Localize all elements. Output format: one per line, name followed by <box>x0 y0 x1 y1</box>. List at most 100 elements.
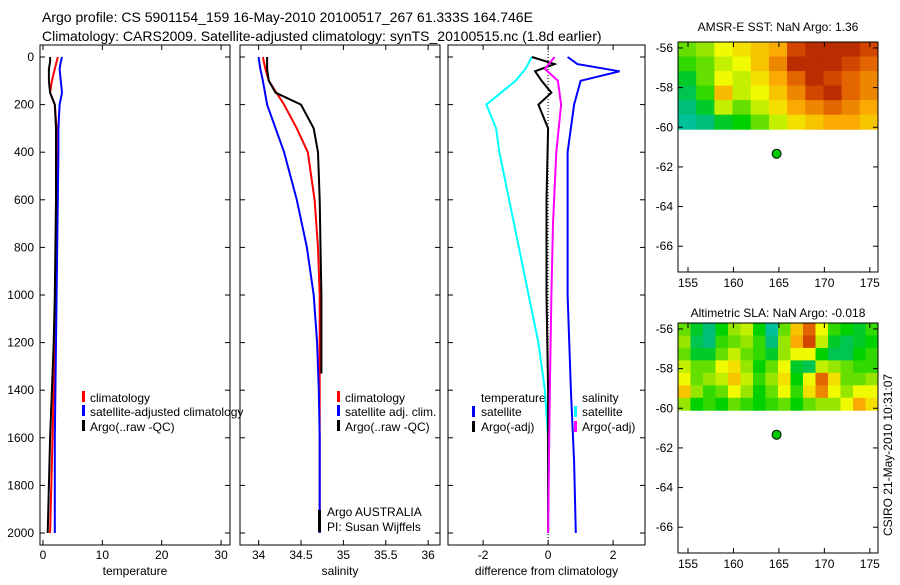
heatmap-cell <box>787 42 806 58</box>
heatmap-cell <box>828 360 841 374</box>
heatmap-cell <box>678 114 697 130</box>
y-tick-label: -66 <box>656 239 674 253</box>
heatmap-cell <box>714 71 734 87</box>
heatmap-cell <box>803 360 816 374</box>
heatmap-cell <box>703 397 716 411</box>
heatmap-cell <box>853 360 866 374</box>
heatmap-cell <box>778 323 791 336</box>
heatmap-cell <box>696 100 715 116</box>
heatmap-cell <box>714 42 734 58</box>
heatmap-cell <box>765 335 779 349</box>
legend-label: Argo(..raw -QC) <box>345 420 430 434</box>
heatmap-cell <box>840 372 854 386</box>
heatmap-cell <box>805 42 824 58</box>
legend-label: Argo(-adj) <box>481 420 534 434</box>
heatmap-cell <box>841 56 861 72</box>
heatmap-cell <box>803 347 816 361</box>
heatmap-cell <box>790 385 804 399</box>
legend-swatch-climatology <box>82 391 85 402</box>
heatmap-cell <box>840 385 854 399</box>
legend-label: satellite adj. clim. <box>345 405 436 419</box>
heatmap-cell <box>853 372 866 386</box>
y-tick-label: -60 <box>656 401 674 415</box>
heatmap-cell <box>859 71 879 87</box>
heatmap-cell <box>790 323 804 336</box>
heatmap-cell <box>841 42 861 58</box>
heatmap-cell <box>678 335 691 349</box>
series-line-salinity-satellite <box>566 56 620 534</box>
heatmap-cell <box>690 323 704 336</box>
y-tick-label: 1800 <box>7 478 34 492</box>
heatmap-cell <box>805 114 824 130</box>
heatmap-cell <box>740 385 754 399</box>
series-line-argo-raw-qc- <box>266 57 323 374</box>
heatmap-cell <box>840 360 854 374</box>
heatmap-cell <box>778 385 791 399</box>
heatmap-cell <box>865 323 879 336</box>
heatmap-cell <box>803 335 816 349</box>
heatmap-cell <box>765 323 779 336</box>
heatmap-cell <box>790 372 804 386</box>
y-tick-label: -60 <box>656 120 674 134</box>
heatmap-cell <box>690 335 704 349</box>
y-tick-label: -66 <box>656 520 674 534</box>
heatmap-cell <box>696 56 715 72</box>
heatmap-cell <box>753 397 766 411</box>
heatmap-cell <box>823 85 843 101</box>
heatmap-cell <box>828 385 841 399</box>
heatmap-cell <box>703 372 716 386</box>
legend-swatch-temp-argo <box>472 421 475 432</box>
heatmap-cell <box>823 114 843 130</box>
y-tick-label: -58 <box>656 362 674 376</box>
x-tick-label: 155 <box>678 276 698 290</box>
y-tick-label: -62 <box>656 441 674 455</box>
heatmap-cell <box>823 71 843 87</box>
legend-swatch-sal-satellite <box>574 406 577 417</box>
heatmap-cell <box>678 323 691 336</box>
heatmap-cell <box>678 347 691 361</box>
heatmap-cell <box>740 335 754 349</box>
y-tick-label: 2000 <box>7 526 34 540</box>
legend-swatch-satellite <box>82 405 85 416</box>
difference-panel: -2 0 2 difference from climatology <box>447 44 646 578</box>
heatmap-cell <box>815 397 829 411</box>
heatmap-cell <box>765 372 779 386</box>
heatmap-cell <box>678 360 691 374</box>
x-tick-label: -2 <box>478 548 489 562</box>
legend-label: Argo(..raw -QC) <box>90 420 175 434</box>
heatmap-cell <box>787 71 806 87</box>
heatmap-cell <box>750 114 770 130</box>
heatmap-cell <box>732 71 752 87</box>
heatmap-cell <box>828 323 841 336</box>
csiro-timestamp: CSIRO 21-May-2010 10:31:07 <box>881 374 895 536</box>
y-tick-label: 800 <box>14 240 34 254</box>
y-tick-label: -56 <box>656 41 674 55</box>
heatmap-cell <box>841 71 861 87</box>
y-tick-label: 1000 <box>7 288 34 302</box>
heatmap-cell <box>678 85 697 101</box>
heatmap-cell <box>728 372 741 386</box>
heatmap-cell <box>778 335 791 349</box>
heatmap-cell <box>787 100 806 116</box>
heatmap-cell <box>803 385 816 399</box>
difference-legend: temperature satellite Argo(-adj) salinit… <box>472 391 635 434</box>
heatmap-cell <box>853 385 866 399</box>
heatmap-cell <box>859 114 879 130</box>
heatmap-cell <box>803 323 816 336</box>
x-tick-label: 160 <box>723 276 743 290</box>
heatmap-cell <box>841 85 861 101</box>
heatmap-cell <box>732 56 752 72</box>
x-tick-label: 35.5 <box>374 548 398 562</box>
heatmap-cell <box>815 323 829 336</box>
heatmap-cell <box>828 335 841 349</box>
heatmap-cell <box>753 360 766 374</box>
heatmap-cell <box>859 85 879 101</box>
heatmap-cell <box>865 397 879 411</box>
heatmap-cell <box>714 114 734 130</box>
heatmap-cell <box>840 323 854 336</box>
heatmap-cell <box>803 372 816 386</box>
heatmap-cell <box>823 42 843 58</box>
x-tick-label: 36 <box>421 548 435 562</box>
heatmap-cell <box>696 42 715 58</box>
heatmap-cell <box>805 56 824 72</box>
